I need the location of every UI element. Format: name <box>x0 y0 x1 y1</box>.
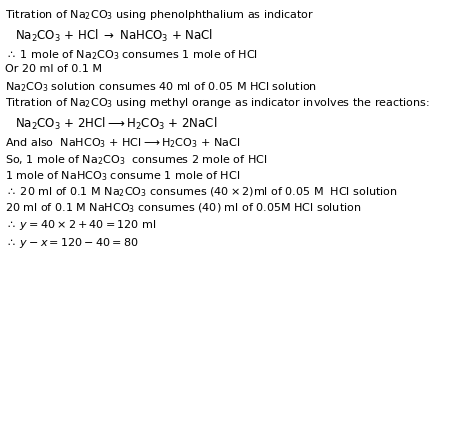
Text: Or 20 ml of 0.1 M: Or 20 ml of 0.1 M <box>5 64 102 74</box>
Text: So, 1 mole of Na$_2$CO$_3$  consumes 2 mole of HCl: So, 1 mole of Na$_2$CO$_3$ consumes 2 mo… <box>5 153 267 167</box>
Text: And also  NaHCO$_3$ + HCl$\longrightarrow$H$_2$CO$_3$ + NaCl: And also NaHCO$_3$ + HCl$\longrightarrow… <box>5 136 240 150</box>
Text: $\therefore$ 1 mole of Na$_2$CO$_3$ consumes 1 mole of HCl: $\therefore$ 1 mole of Na$_2$CO$_3$ cons… <box>5 48 258 62</box>
Text: Titration of Na$_2$CO$_3$ using methyl orange as indicator involves the reaction: Titration of Na$_2$CO$_3$ using methyl o… <box>5 96 430 110</box>
Text: $\therefore$ $y = 40 \times 2 + 40 = 120$ ml: $\therefore$ $y = 40 \times 2 + 40 = 120… <box>5 218 156 232</box>
Text: 1 mole of NaHCO$_3$ consume 1 mole of HCl: 1 mole of NaHCO$_3$ consume 1 mole of HC… <box>5 169 240 183</box>
Text: Na$_2$CO$_3$ + 2HCl$\longrightarrow$H$_2$CO$_3$ + 2NaCl: Na$_2$CO$_3$ + 2HCl$\longrightarrow$H$_2… <box>15 116 217 132</box>
Text: 20 ml of 0.1 M NaHCO$_3$ consumes (40) ml of 0.05M HCl solution: 20 ml of 0.1 M NaHCO$_3$ consumes (40) m… <box>5 201 362 215</box>
Text: Na$_2$CO$_3$ solution consumes 40 ml of 0.05 M HCl solution: Na$_2$CO$_3$ solution consumes 40 ml of … <box>5 80 317 94</box>
Text: $\therefore$ $y - x = 120 - 40 = 80$: $\therefore$ $y - x = 120 - 40 = 80$ <box>5 236 138 250</box>
Text: Titration of Na$_2$CO$_3$ using phenolphthalium as indicator: Titration of Na$_2$CO$_3$ using phenolph… <box>5 8 314 22</box>
Text: $\therefore$ 20 ml of 0.1 M Na$_2$CO$_3$ consumes $(40 \times 2)$ml of 0.05 M  H: $\therefore$ 20 ml of 0.1 M Na$_2$CO$_3$… <box>5 185 398 199</box>
Text: Na$_2$CO$_3$ + HCl $\rightarrow$ NaHCO$_3$ + NaCl: Na$_2$CO$_3$ + HCl $\rightarrow$ NaHCO$_… <box>15 28 213 44</box>
